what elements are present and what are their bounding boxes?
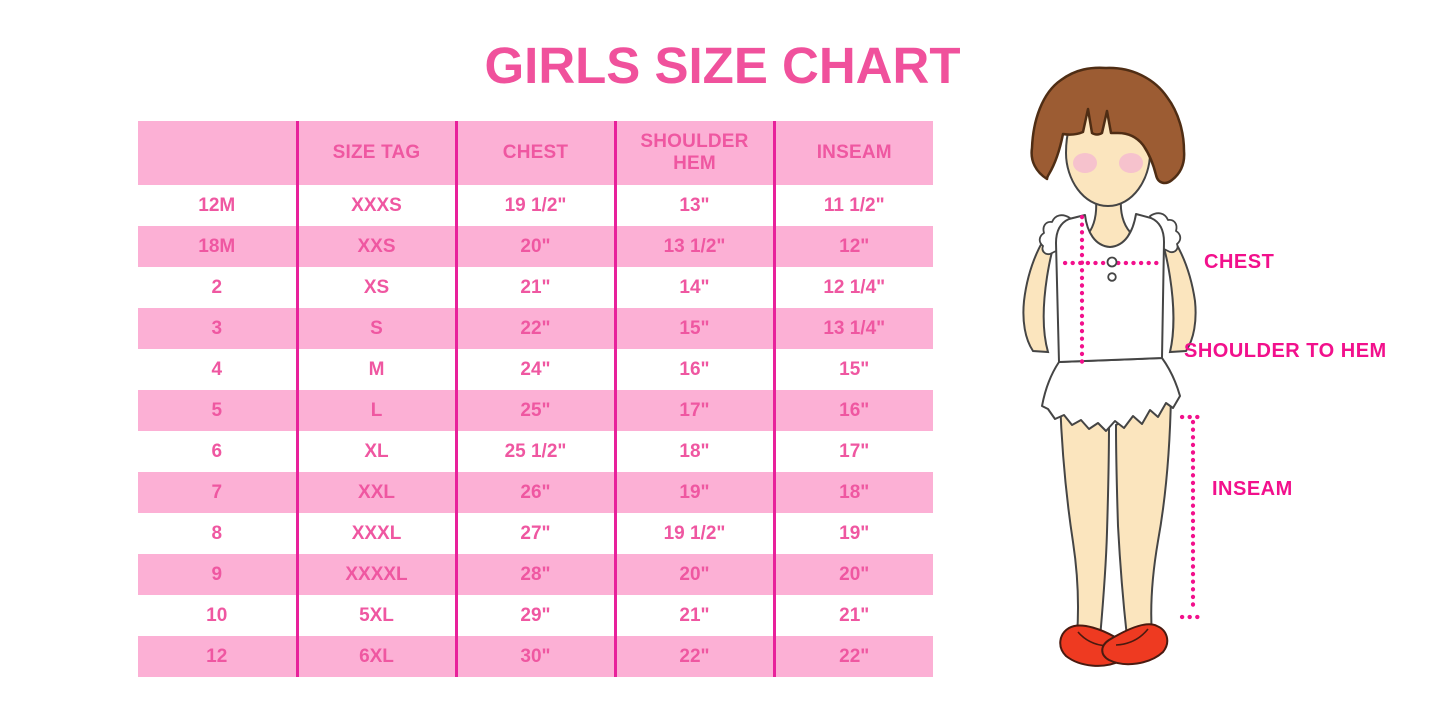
cell-inseam: 11 1/2"	[772, 185, 933, 226]
left-blush	[1073, 153, 1097, 173]
cell-size-tag: XL	[295, 431, 456, 472]
table-row: 7 XXL 26" 19" 18"	[138, 472, 933, 513]
cell-size-tag: XXS	[295, 226, 456, 267]
table-header: SIZE TAG CHEST SHOULDER HEM INSEAM	[138, 121, 933, 185]
cell-shoulder-hem: 14"	[613, 267, 774, 308]
cell-inseam: 15"	[772, 349, 933, 390]
cell-chest: 19 1/2"	[454, 185, 615, 226]
cell-inseam: 22"	[772, 636, 933, 677]
hair	[1030, 66, 1186, 185]
cell-size: 12	[138, 636, 297, 677]
table-row: 9 XXXXL 28" 20" 20"	[138, 554, 933, 595]
cell-shoulder-hem: 13"	[613, 185, 774, 226]
cell-size: 2	[211, 276, 223, 298]
cell-shoulder-hem: 19"	[613, 472, 774, 513]
cell-inseam: 13 1/4"	[772, 308, 933, 349]
cell-size: 6	[211, 440, 223, 462]
right-arm	[1155, 221, 1197, 354]
column-header-inseam: INSEAM	[772, 121, 933, 185]
right-shoe-strap	[1115, 628, 1149, 646]
cell-size-tag: 6XL	[295, 636, 456, 677]
cell-shoulder-hem: 21"	[613, 595, 774, 636]
top-button-2	[1107, 272, 1117, 282]
cell-size-tag: XXXL	[295, 513, 456, 554]
size-chart-table: SIZE TAG CHEST SHOULDER HEM INSEAM 12M X…	[138, 121, 933, 677]
cell-shoulder-hem: 16"	[613, 349, 774, 390]
top-button-1	[1106, 256, 1118, 268]
table-row: 18M XXS 20" 13 1/2" 12"	[138, 226, 933, 267]
table-row: 12 6XL 30" 22" 22"	[138, 636, 933, 677]
column-header-shoulder-hem: SHOULDER HEM	[613, 121, 774, 185]
column-header-size	[138, 121, 297, 185]
cell-chest: 26"	[454, 472, 615, 513]
cell-size: 8	[211, 522, 223, 544]
table-row: 4 M 24" 16" 15"	[138, 349, 933, 390]
table-row: 8 XXXL 27" 19 1/2" 19"	[138, 513, 933, 554]
table-row: 6 XL 25 1/2" 18" 17"	[138, 431, 933, 472]
cell-size-tag: M	[295, 349, 456, 390]
cell-size-tag: 5XL	[295, 595, 456, 636]
cell-size: 7	[138, 472, 297, 513]
table-row: 10 5XL 29" 21" 21"	[138, 595, 933, 636]
table-row: 3 S 22" 15" 13 1/4"	[138, 308, 933, 349]
cell-size-tag: XXXXL	[295, 554, 456, 595]
cell-chest: 30"	[454, 636, 615, 677]
cell-size-tag: XXXS	[295, 185, 456, 226]
cell-inseam: 21"	[772, 595, 933, 636]
cell-shoulder-hem: 22"	[613, 636, 774, 677]
cell-shoulder-hem: 13 1/2"	[613, 226, 774, 267]
cell-size: 9	[138, 554, 297, 595]
cell-chest: 20"	[454, 226, 615, 267]
cell-inseam: 12"	[772, 226, 933, 267]
cell-chest: 29"	[454, 595, 615, 636]
cell-chest: 25"	[454, 390, 615, 431]
cell-size: 12M	[198, 194, 236, 216]
table-row: 12M XXXS 19 1/2" 13" 11 1/2"	[138, 185, 933, 226]
cell-chest: 27"	[454, 513, 615, 554]
cell-inseam: 16"	[772, 390, 933, 431]
right-blush	[1119, 153, 1143, 173]
girl-illustration	[1022, 66, 1207, 667]
cell-size-tag: XS	[295, 267, 456, 308]
cell-chest: 28"	[454, 554, 615, 595]
shoulder-to-hem-label: SHOULDER TO HEM	[1184, 340, 1387, 362]
cell-size: 18M	[138, 226, 297, 267]
column-header-chest: CHEST	[454, 121, 615, 185]
cell-size-tag: S	[295, 308, 456, 349]
inseam-label: INSEAM	[1212, 478, 1293, 500]
left-leg	[1058, 398, 1111, 640]
cell-shoulder-hem: 17"	[613, 390, 774, 431]
cell-inseam: 19"	[772, 513, 933, 554]
cell-chest: 25 1/2"	[454, 431, 615, 472]
cell-chest: 21"	[454, 267, 615, 308]
table-row: 5 L 25" 17" 16"	[138, 390, 933, 431]
cell-size: 4	[211, 358, 223, 380]
table-body: 12M XXXS 19 1/2" 13" 11 1/2" 18M XXS 20"…	[138, 185, 933, 677]
cell-shoulder-hem: 19 1/2"	[613, 513, 774, 554]
cell-shoulder-hem: 20"	[613, 554, 774, 595]
cell-chest: 22"	[454, 308, 615, 349]
chest-label: CHEST	[1204, 251, 1275, 273]
inseam-measure-line	[1179, 414, 1207, 620]
cell-shoulder-hem: 18"	[613, 431, 774, 472]
right-leg	[1114, 393, 1173, 639]
right-shoe	[1101, 623, 1169, 666]
cell-size: 5	[138, 390, 297, 431]
cell-inseam: 17"	[772, 431, 933, 472]
column-header-size-tag: SIZE TAG	[295, 121, 456, 185]
page-title: GIRLS SIZE CHART	[484, 37, 961, 94]
skirt	[1041, 357, 1181, 432]
cell-shoulder-hem: 15"	[613, 308, 774, 349]
cell-chest: 24"	[454, 349, 615, 390]
left-arm	[1022, 221, 1062, 354]
cell-size: 3	[138, 308, 297, 349]
cell-size-tag: L	[295, 390, 456, 431]
cell-size-tag: XXL	[295, 472, 456, 513]
cell-inseam: 18"	[772, 472, 933, 513]
table-row: 2 XS 21" 14" 12 1/4"	[138, 267, 933, 308]
cell-inseam: 12 1/4"	[772, 267, 933, 308]
cell-size: 10	[206, 604, 228, 626]
header-row: SIZE TAG CHEST SHOULDER HEM INSEAM	[138, 121, 933, 185]
cell-inseam: 20"	[772, 554, 933, 595]
